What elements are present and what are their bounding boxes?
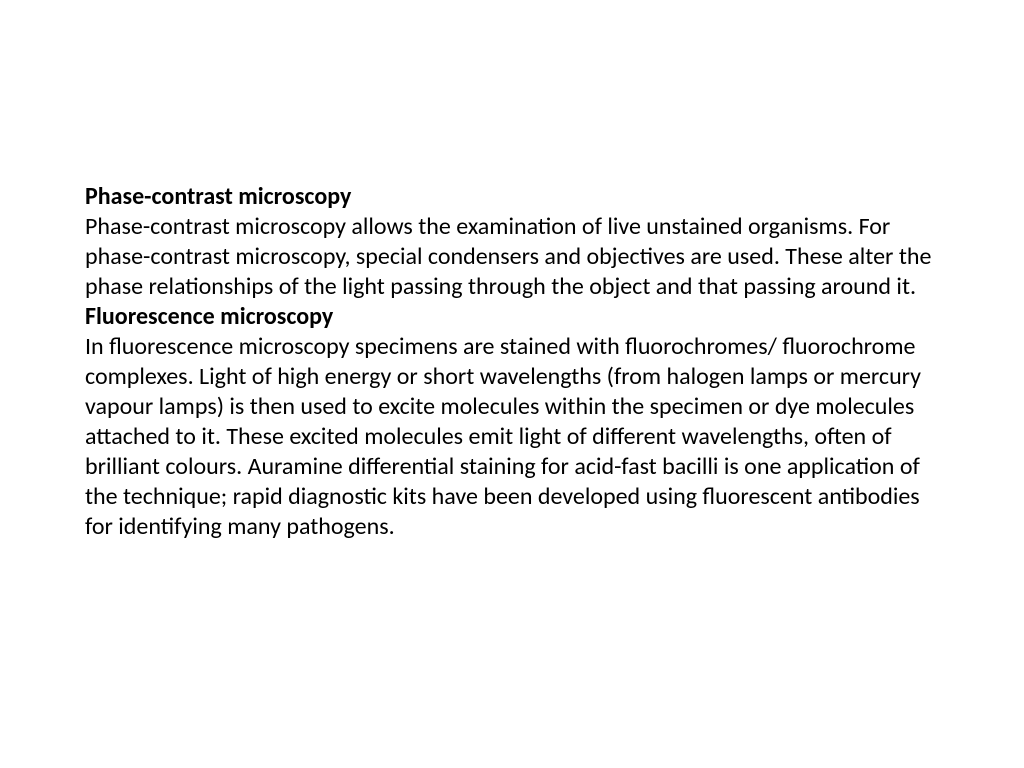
section-2: Fluorescence microscopy bbox=[85, 302, 940, 332]
section-1: Phase-contrast microscopy bbox=[85, 182, 940, 212]
body-1: Phase-contrast microscopy allows the exa… bbox=[85, 212, 940, 302]
heading-1: Phase-contrast microscopy bbox=[85, 182, 351, 211]
body-2: In fluorescence microscopy specimens are… bbox=[85, 332, 940, 542]
document-content: Phase-contrast microscopy Phase-contrast… bbox=[85, 182, 940, 542]
heading-2: Fluorescence microscopy bbox=[85, 302, 333, 331]
